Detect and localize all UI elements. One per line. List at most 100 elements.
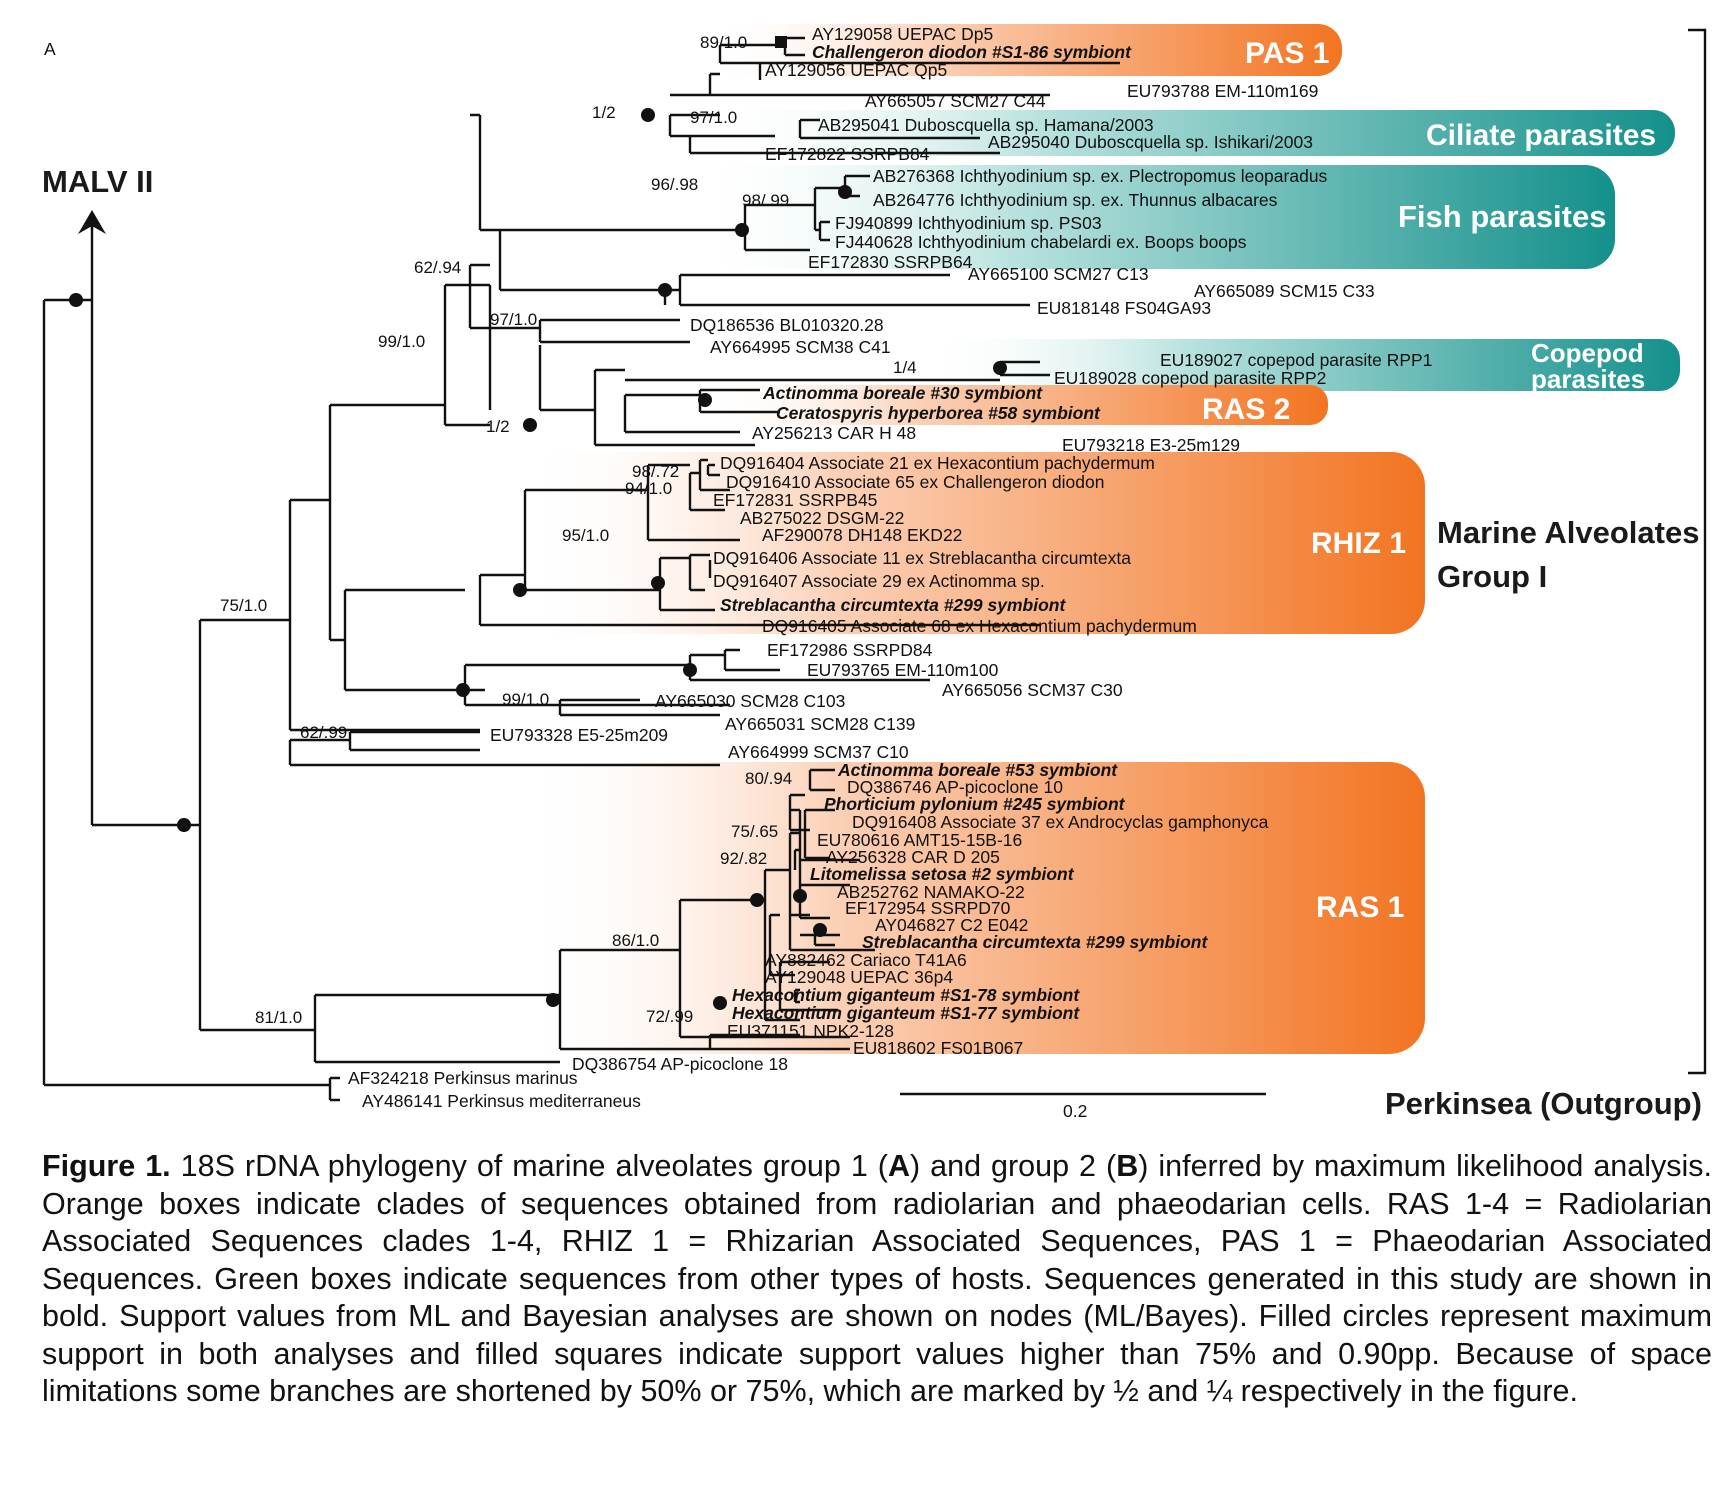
- support-square: [775, 36, 787, 48]
- support-value: 96/.98: [651, 175, 698, 194]
- taxon-label: AY256213 CAR H 48: [752, 423, 916, 443]
- taxon-label: DQ916406 Associate 11 ex Streblacantha c…: [713, 548, 1131, 568]
- taxon-label: Phorticium pylonium #245 symbiont: [824, 794, 1126, 814]
- caption-text-2: ) and group 2 (: [910, 1149, 1117, 1183]
- taxon-label: AY665031 SCM28 C139: [725, 714, 915, 734]
- support-value: 92/.82: [720, 849, 767, 868]
- support-value: 99/1.0: [502, 690, 549, 709]
- support-value: 80/.94: [745, 769, 792, 788]
- support-value: 99/1.0: [378, 332, 425, 351]
- taxon-label: Hexacontium giganteum #S1-78 symbiont: [732, 985, 1080, 1005]
- taxon-label: EU818602 FS01B067: [853, 1038, 1023, 1058]
- support-value: 98/.72: [632, 462, 679, 481]
- taxon-label: EU371151 NPK2-128: [727, 1021, 894, 1041]
- panel-label: A: [44, 39, 56, 59]
- caption-panel-b: B: [1116, 1149, 1139, 1183]
- support-value: 95/1.0: [562, 526, 609, 545]
- support-value: 72/.99: [646, 1007, 693, 1026]
- taxa-labels: AY129058 UEPAC Dp5 Challengeron diodon #…: [348, 24, 1432, 1111]
- group-label-outgroup: Perkinsea (Outgroup): [1385, 1086, 1702, 1121]
- taxon-label: AY046827 C2 E042: [875, 915, 1028, 935]
- taxon-label: AY665089 SCM15 C33: [1194, 281, 1375, 301]
- support-value: 86/1.0: [612, 931, 659, 950]
- taxon-label: DQ916407 Associate 29 ex Actinomma sp.: [713, 571, 1045, 591]
- taxon-label: AY665057 SCM27 C44: [865, 91, 1046, 111]
- support-dots: [69, 108, 1007, 1010]
- taxon-label: DQ186536 BL010320.28: [690, 315, 884, 335]
- support-value: 62/.99: [300, 723, 347, 742]
- taxon-label: FJ940899 Ichthyodinium sp. PS03: [835, 213, 1102, 233]
- taxon-label: EU189027 copepod parasite RPP1: [1160, 350, 1432, 370]
- group-label-malv1-line2: Group I: [1437, 559, 1547, 594]
- taxon-label: EF172830 SSRPB64: [808, 252, 973, 272]
- clade-box-ras2: [700, 385, 1328, 425]
- taxon-label: AF324218 Perkinsus marinus: [348, 1068, 578, 1088]
- group-label-malv1-line1: Marine Alveolates: [1437, 515, 1699, 550]
- scale-bar-label: 0.2: [1063, 1101, 1087, 1121]
- taxon-label: AY129058 UEPAC Dp5: [812, 24, 993, 44]
- taxon-label: EU793328 E5-25m209: [490, 725, 668, 745]
- support-value: 1/2: [592, 103, 616, 122]
- taxon-label: EU780616 AMT15-15B-16: [817, 830, 1022, 850]
- taxon-label: AB295040 Duboscquella sp. Ishikari/2003: [988, 132, 1313, 152]
- clade-box-rhiz1: [520, 452, 1425, 634]
- taxon-label: Challengeron diodon #S1-86 symbiont: [812, 42, 1132, 62]
- taxon-label: EF172986 SSRPD84: [767, 640, 933, 660]
- clade-label-rhiz1: RHIZ 1: [1311, 527, 1406, 560]
- support-value: 75/.65: [731, 822, 778, 841]
- taxon-label: AY664999 SCM37 C10: [728, 742, 909, 762]
- caption-panel-a: A: [887, 1149, 910, 1183]
- taxon-label: AB252762 NAMAKO-22: [837, 882, 1025, 902]
- support-value: 62/.94: [414, 258, 461, 277]
- clade-label-copepod-1: Copepod: [1531, 338, 1644, 368]
- support-value: 97/1.0: [690, 108, 737, 127]
- taxon-label: DQ386754 AP-picoclone 18: [572, 1054, 788, 1074]
- support-value: 89/1.0: [700, 33, 747, 52]
- clade-labels: PAS 1 Ciliate parasites Fish parasites C…: [1202, 37, 1656, 924]
- taxon-label: AY665100 SCM27 C13: [968, 264, 1149, 284]
- support-value: 94/1.0: [625, 479, 672, 498]
- taxon-label: AY665030 SCM28 C103: [655, 691, 845, 711]
- phylogenetic-tree-figure: PAS 1 Ciliate parasites Fish parasites C…: [42, 24, 1707, 1121]
- taxon-label: DQ916404 Associate 21 ex Hexacontium pac…: [720, 453, 1155, 473]
- taxon-label: AB275022 DSGM-22: [740, 508, 904, 528]
- taxon-label: EF172954 SSRPD70: [845, 898, 1011, 918]
- taxon-label: Streblacantha circumtexta #299 symbiont: [720, 595, 1066, 615]
- clade-label-ras1: RAS 1: [1316, 891, 1404, 924]
- support-value: 1/4: [893, 358, 917, 377]
- taxon-label: Hexacontium giganteum #S1-77 symbiont: [732, 1003, 1080, 1023]
- taxon-label: EU793218 E3-25m129: [1062, 435, 1240, 455]
- taxon-label: EU189028 copepod parasite RPP2: [1054, 368, 1326, 388]
- taxon-label: Actinomma boreale #53 symbiont: [837, 760, 1118, 780]
- taxon-label: AY129056 UEPAC Qp5: [765, 60, 947, 80]
- support-value: 1/2: [486, 417, 510, 436]
- taxon-label: EF172822 SSRPB84: [765, 144, 930, 164]
- taxon-label: AB295041 Duboscquella sp. Hamana/2003: [818, 115, 1154, 135]
- taxon-label: AY129048 UEPAC 36p4: [765, 967, 953, 987]
- taxon-label: Litomelissa setosa #2 symbiont: [810, 864, 1075, 884]
- taxon-label: DQ386746 AP-picoclone 10: [847, 777, 1063, 797]
- clade-label-ras2: RAS 2: [1202, 393, 1290, 426]
- taxon-label: AY664995 SCM38 C41: [710, 337, 891, 357]
- malv2-arrow-head: [78, 210, 106, 234]
- taxon-label: AB276368 Ichthyodinium sp. ex. Plectropo…: [873, 166, 1328, 186]
- taxon-label: AY486141 Perkinsus mediterraneus: [362, 1091, 641, 1111]
- caption-lead: Figure 1.: [42, 1149, 171, 1183]
- clade-boxes: [520, 24, 1680, 1054]
- taxon-label: Actinomma boreale #30 symbiont: [762, 383, 1043, 403]
- taxon-label: AY256328 CAR D 205: [826, 847, 1000, 867]
- support-value: 81/1.0: [255, 1008, 302, 1027]
- taxon-label: EU793788 EM-110m169: [1127, 81, 1318, 101]
- support-value: 97/1.0: [490, 310, 537, 329]
- taxon-label: AY665056 SCM37 C30: [942, 680, 1123, 700]
- taxon-label: DQ916408 Associate 37 ex Androcyclas gam…: [852, 812, 1269, 832]
- taxon-label: AY882462 Cariaco T41A6: [765, 950, 967, 970]
- malv2-label: MALV II: [42, 164, 153, 199]
- taxon-label: EU818148 FS04GA93: [1037, 298, 1211, 318]
- taxon-label: FJ440628 Ichthyodinium chabelardi ex. Bo…: [835, 232, 1247, 252]
- clade-box-copepod: [920, 339, 1680, 391]
- taxon-label: Ceratospyris hyperborea #58 symbiont: [776, 403, 1101, 423]
- support-value: 98/.99: [742, 191, 789, 210]
- taxon-label: DQ916410 Associate 65 ex Challengeron di…: [726, 472, 1104, 492]
- taxon-label: EU793765 EM-110m100: [807, 660, 999, 680]
